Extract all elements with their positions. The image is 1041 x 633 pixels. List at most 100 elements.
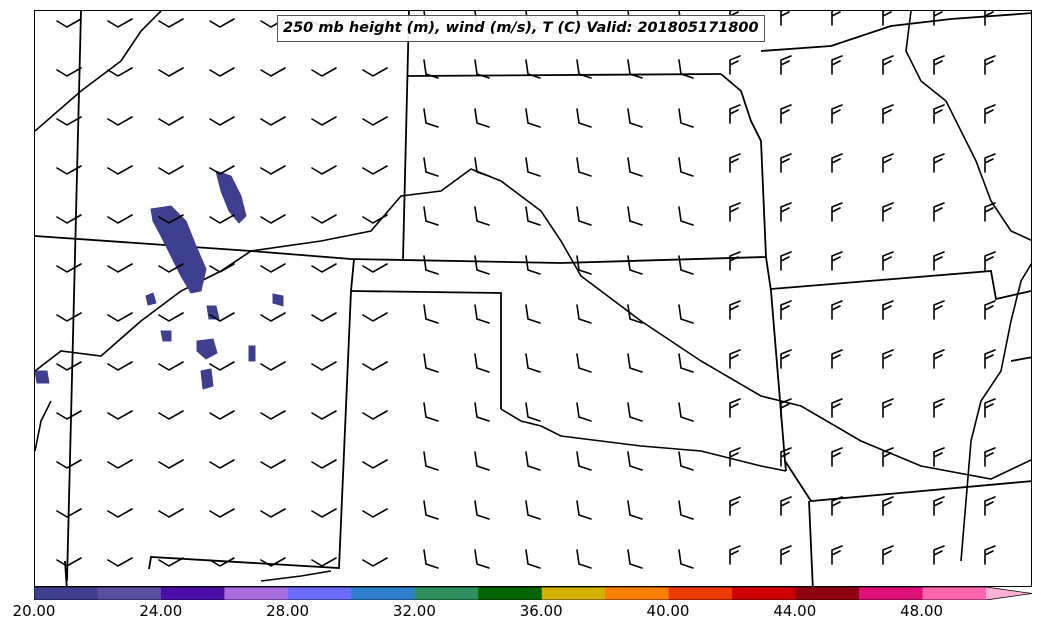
wind-barb <box>678 206 694 226</box>
wind-barb <box>678 353 694 373</box>
wind-barb <box>362 214 388 224</box>
wind-barb <box>423 108 439 128</box>
wind-barb <box>627 500 643 520</box>
wind-barb <box>933 153 945 173</box>
wind-barb <box>984 398 996 418</box>
wind-barb <box>831 349 843 369</box>
wind-barb <box>158 214 184 224</box>
wind-barb <box>678 304 694 324</box>
wind-barb <box>423 255 439 275</box>
colorbar-segment <box>668 587 733 600</box>
wind-barb <box>882 55 894 75</box>
wind-barb <box>831 153 843 173</box>
colorbar-segment <box>224 587 289 600</box>
wind-barb <box>780 153 792 173</box>
colorbar-segment <box>414 587 479 600</box>
wind-barb <box>882 153 894 173</box>
wind-barb <box>984 104 996 124</box>
wind-barb <box>933 300 945 320</box>
terrain-contours <box>35 11 1031 582</box>
wind-barb <box>831 398 843 418</box>
wind-barb <box>158 116 184 126</box>
wind-barb <box>882 398 894 418</box>
wind-barb <box>831 55 843 75</box>
wind-barb <box>474 353 490 373</box>
wind-barb <box>576 255 592 275</box>
wind-barb <box>311 116 337 126</box>
wind-barb <box>56 18 82 28</box>
wind-barb <box>984 349 996 369</box>
wind-barb <box>311 557 337 567</box>
wind-barb <box>209 263 235 273</box>
wind-barb <box>260 557 286 567</box>
wind-barb <box>260 116 286 126</box>
wind-barb <box>423 402 439 422</box>
wind-barb <box>678 451 694 471</box>
colorbar-segment <box>287 587 352 600</box>
wind-barb <box>933 202 945 222</box>
wind-barb <box>933 104 945 124</box>
wind-barb <box>107 263 133 273</box>
wind-barb <box>158 312 184 322</box>
wind-barb <box>780 55 792 75</box>
wind-barb <box>56 67 82 77</box>
wind-barb <box>423 304 439 324</box>
wind-barb <box>831 11 841 26</box>
wind-barb <box>158 508 184 518</box>
wind-barb <box>576 206 592 226</box>
wind-barb <box>525 108 541 128</box>
wind-barb <box>678 108 694 128</box>
wind-barb <box>831 545 843 565</box>
wind-barb <box>209 557 235 567</box>
wind-barb <box>678 402 694 422</box>
wind-barb <box>311 312 337 322</box>
wind-barb <box>158 18 184 28</box>
wind-barb <box>627 255 643 275</box>
wind-barb <box>780 104 792 124</box>
colorbar-segment <box>605 587 670 600</box>
wind-barb <box>729 300 741 320</box>
wind-barb <box>423 206 439 226</box>
wind-barb <box>984 545 996 565</box>
wind-barb <box>525 402 541 422</box>
wind-barb <box>209 459 235 469</box>
wind-barb <box>474 451 490 471</box>
wind-barb <box>260 214 286 224</box>
wind-barb <box>627 353 643 373</box>
wind-barb <box>311 67 337 77</box>
wind-barb <box>209 361 235 371</box>
colorbar-segment <box>732 587 797 600</box>
wind-barb <box>158 165 184 175</box>
wind-barb <box>984 153 996 173</box>
wind-barb <box>423 451 439 471</box>
colorbar-tick-label: 44.00 <box>773 602 817 620</box>
wind-barb <box>729 349 741 369</box>
colorbar-segment <box>859 587 924 600</box>
wind-barb <box>107 361 133 371</box>
wind-barb <box>525 353 541 373</box>
wind-barb <box>209 18 235 28</box>
wind-barb <box>362 116 388 126</box>
wind-barb <box>260 459 286 469</box>
wind-barb <box>260 312 286 322</box>
wind-barb <box>984 11 994 26</box>
wind-barb <box>525 255 541 275</box>
wind-barb <box>474 500 490 520</box>
wind-barb <box>882 349 894 369</box>
wind-barb <box>627 402 643 422</box>
wind-barb <box>780 496 792 516</box>
wind-barb <box>423 549 439 569</box>
wind-barb <box>311 214 337 224</box>
wind-barb <box>576 402 592 422</box>
colorbar-segment <box>795 587 860 600</box>
wind-barb <box>56 263 82 273</box>
wind-barb <box>362 459 388 469</box>
wind-barb <box>627 206 643 226</box>
wind-barb <box>260 67 286 77</box>
wind-barb <box>831 447 843 467</box>
wind-barb <box>627 304 643 324</box>
wind-barb <box>56 508 82 518</box>
wind-barb <box>158 67 184 77</box>
wind-barb <box>311 165 337 175</box>
colorbar-segment <box>922 587 987 600</box>
